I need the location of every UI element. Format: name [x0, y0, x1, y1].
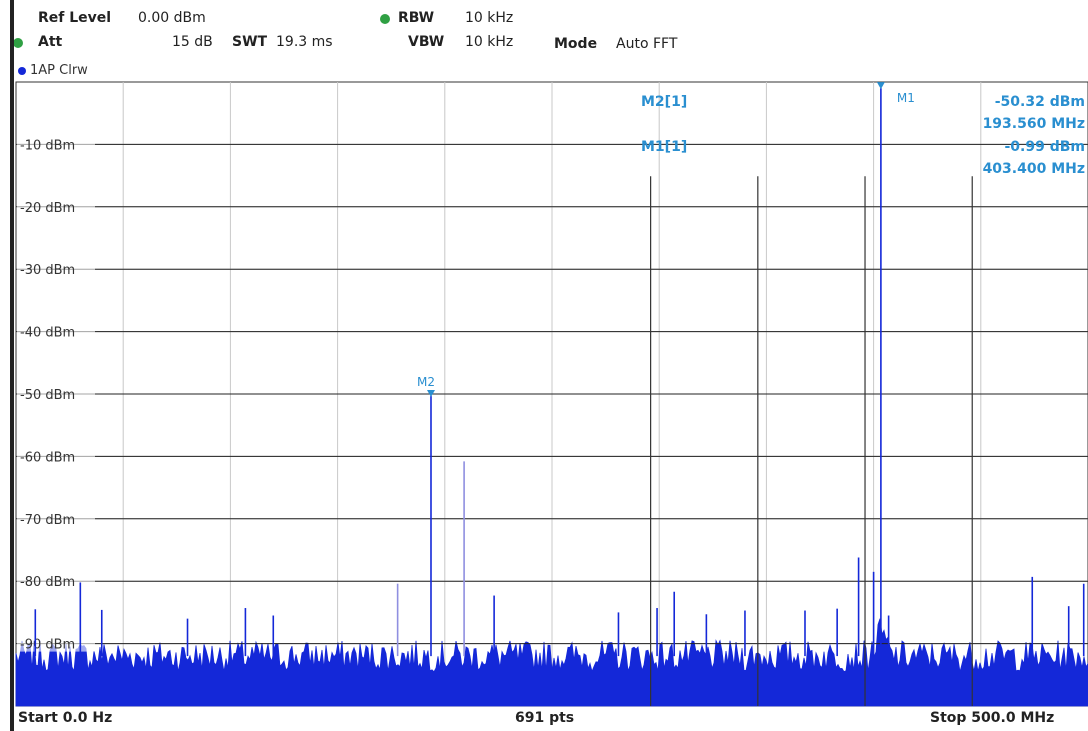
y-tick-label: -80 dBm [20, 575, 75, 590]
y-tick-label: -90 dBm [20, 638, 75, 653]
y-tick-label-bg [17, 573, 95, 590]
y-tick-label-bg [17, 510, 95, 527]
att-indicator-icon [13, 38, 23, 48]
marker-m1-label: M1 [897, 91, 915, 105]
spectrum-noise-floor [15, 618, 1088, 707]
y-tick-label: -20 dBm [20, 201, 75, 216]
y-tick-label-bg [17, 261, 95, 278]
marker-table-frequency: 403.400 MHz [983, 161, 1085, 177]
y-tick-label-bg [17, 448, 95, 465]
ref-level-value: 0.00 dBm [138, 10, 206, 26]
y-tick-label: -50 dBm [20, 388, 75, 403]
start-frequency: Start 0.0 Hz [18, 710, 113, 726]
instrument-settings-header: Ref Level 0.00 dBm Att 15 dB SWT 19.3 ms… [0, 0, 1088, 62]
mode-value: Auto FFT [616, 36, 678, 52]
marker-table-name: M2[1] [641, 94, 687, 110]
sweep-points: 691 pts [515, 710, 575, 726]
att-value: 15 dB [172, 34, 213, 50]
y-tick-label: -60 dBm [20, 450, 75, 465]
marker-m2-icon [426, 389, 435, 397]
rbw-indicator-icon [380, 14, 390, 24]
trace-indicator-icon [18, 67, 26, 75]
trace-label: 1AP Clrw [30, 63, 88, 78]
y-tick-label-bg [17, 198, 95, 215]
swt-value: 19.3 ms [276, 34, 333, 50]
rbw-value: 10 kHz [465, 10, 514, 26]
y-tick-label-bg [17, 323, 95, 340]
stop-frequency: Stop 500.0 MHz [930, 710, 1055, 726]
mode-label: Mode [554, 36, 598, 52]
rbw-label: RBW [398, 10, 435, 26]
y-tick-label: -10 dBm [20, 138, 75, 153]
window-left-border [10, 0, 14, 731]
y-tick-label-bg [17, 136, 95, 153]
y-tick-label-bg [17, 386, 95, 402]
y-tick-label-bg [17, 635, 95, 652]
marker-m2-label: M2 [417, 375, 435, 389]
att-label: Att [38, 34, 63, 50]
ref-level-label: Ref Level [38, 10, 112, 26]
vbw-label: VBW [408, 34, 445, 50]
y-tick-label: -30 dBm [20, 263, 75, 278]
vbw-value: 10 kHz [465, 34, 514, 50]
swt-label: SWT [232, 34, 268, 50]
marker-table-name: M1[1] [641, 139, 687, 155]
marker-table-level: -50.32 dBm [995, 94, 1085, 110]
sweep-footer: Start 0.0 Hz 691 pts Stop 500.0 MHz [0, 706, 1088, 731]
marker-table-level: -0.99 dBm [1004, 139, 1085, 155]
y-tick-label: -70 dBm [20, 513, 75, 528]
marker-m1-icon [876, 82, 885, 90]
y-tick-label: -40 dBm [20, 326, 75, 341]
marker-table-frequency: 193.560 MHz [983, 116, 1085, 132]
